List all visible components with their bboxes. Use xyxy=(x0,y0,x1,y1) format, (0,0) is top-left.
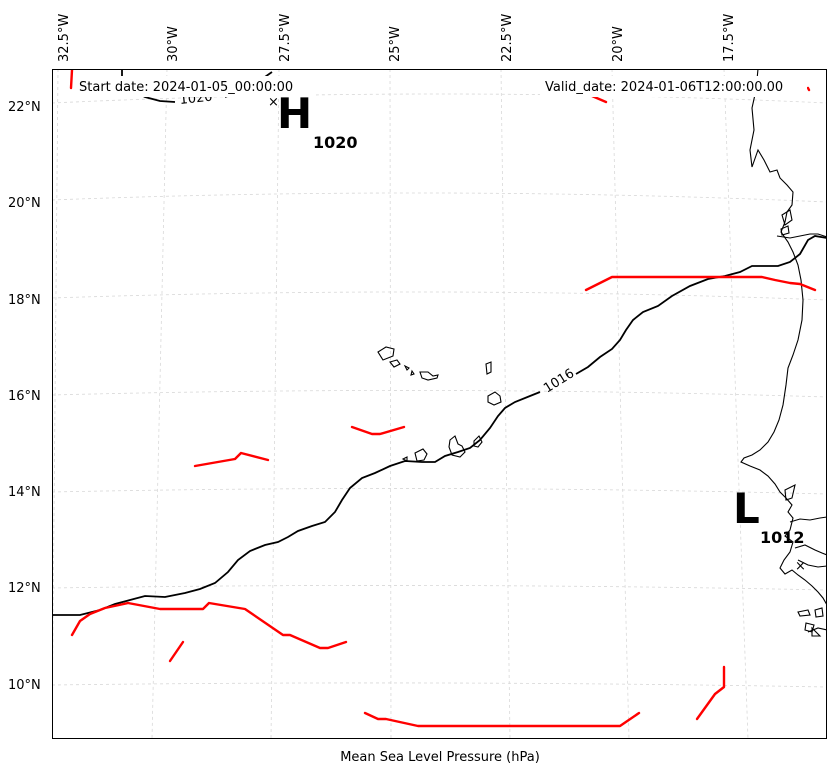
valid-date-label: Valid_date: 2024-01-06T12:00:00.00 xyxy=(545,80,783,95)
front-south-west xyxy=(70,601,348,650)
low-pressure-center: × L 1012 xyxy=(733,484,806,574)
front-south-east xyxy=(695,665,726,721)
graticule xyxy=(52,69,827,739)
low-letter: L xyxy=(733,484,760,533)
front-top-right xyxy=(806,86,811,92)
high-center-marker-icon: × xyxy=(268,95,279,110)
isobar-1016 xyxy=(52,235,827,616)
lat-tick-12n: 12°N xyxy=(8,581,41,596)
lat-tick-16n: 16°N xyxy=(8,389,41,404)
valid-date-box xyxy=(540,76,807,97)
low-center-marker-icon: × xyxy=(795,559,806,574)
lat-tick-10n: 10°N xyxy=(8,678,41,693)
lat-tick-22n: 22°N xyxy=(8,100,41,115)
x-axis-label: Mean Sea Level Pressure (hPa) xyxy=(340,750,540,765)
map-frame xyxy=(52,69,827,739)
fronts xyxy=(69,69,817,728)
lon-tick-30w: 30°W xyxy=(166,26,181,62)
lat-tick-20n: 20°N xyxy=(8,196,41,211)
lon-tick-20w: 20°W xyxy=(611,26,626,62)
coastline-africa xyxy=(740,69,827,637)
front-south xyxy=(363,711,641,728)
lon-tick-22-5w: 22.5°W xyxy=(500,14,515,62)
front-top-left xyxy=(69,69,74,90)
front-south-short xyxy=(168,640,185,663)
front-north-east xyxy=(584,275,817,292)
map-area: 1016 1020 × H 1020 × L 1012 xyxy=(52,69,827,739)
lon-tick-27-5w: 27.5°W xyxy=(278,14,293,62)
front-central-a xyxy=(350,425,406,436)
lon-tick-25w: 25°W xyxy=(388,26,403,62)
start-date-box xyxy=(74,76,316,97)
isobar-label-1016: 1016 xyxy=(541,366,577,396)
front-central-b xyxy=(193,451,270,468)
high-letter: H xyxy=(277,89,312,138)
cape-verde-islands xyxy=(377,346,502,462)
high-value: 1020 xyxy=(313,133,358,152)
start-date-label: Start date: 2024-01-05_00:00:00 xyxy=(79,80,293,95)
lat-tick-labels: 22°N 20°N 18°N 16°N 14°N 12°N 10°N xyxy=(8,100,41,693)
lon-tick-17-5w: 17.5°W xyxy=(722,14,737,62)
lon-tick-32-5w: 32.5°W xyxy=(57,14,72,62)
lat-tick-18n: 18°N xyxy=(8,293,41,308)
high-pressure-center: × H 1020 xyxy=(268,89,358,152)
low-value: 1012 xyxy=(760,528,805,547)
lon-tick-labels: 32.5°W 30°W 27.5°W 25°W 22.5°W 20°W 17.5… xyxy=(57,14,737,62)
lat-tick-14n: 14°N xyxy=(8,485,41,500)
